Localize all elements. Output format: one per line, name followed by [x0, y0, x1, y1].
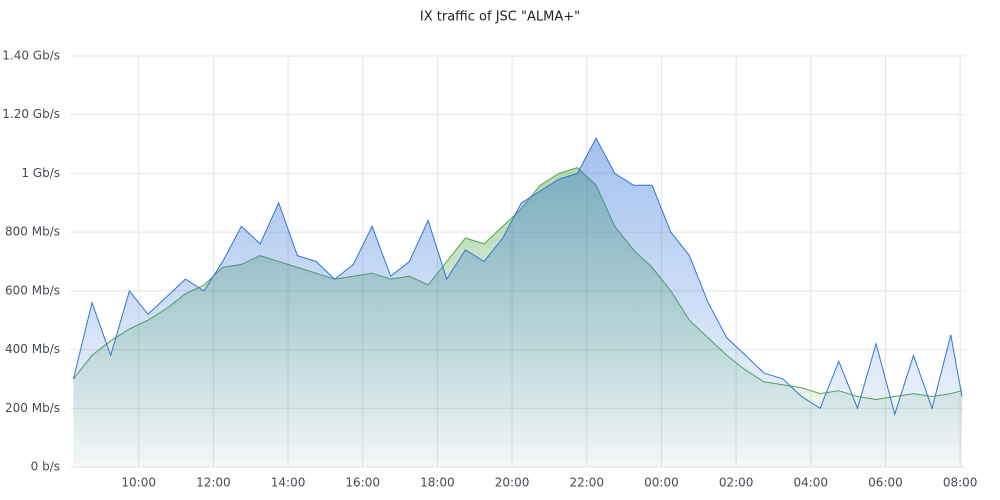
- x-tick-label: 10:00: [121, 476, 156, 490]
- x-tick-label: 18:00: [420, 476, 455, 490]
- x-tick-label: 00:00: [644, 476, 679, 490]
- x-tick-label: 14:00: [271, 476, 306, 490]
- y-tick-label: 1.20 Gb/s: [2, 107, 60, 121]
- y-tick-label: 800 Mb/s: [5, 225, 60, 239]
- y-tick-label: 1 Gb/s: [21, 166, 60, 180]
- y-tick-label: 200 Mb/s: [5, 401, 60, 415]
- chart-title: IX traffic of JSC "ALMA+": [420, 10, 580, 25]
- x-tick-label: 20:00: [495, 476, 530, 490]
- x-tick-label: 08:00: [943, 476, 978, 490]
- x-tick-label: 12:00: [196, 476, 231, 490]
- y-tick-label: 0 b/s: [31, 460, 60, 474]
- y-tick-label: 1.40 Gb/s: [2, 49, 60, 63]
- x-tick-label: 22:00: [569, 476, 604, 490]
- x-tick-label: 04:00: [793, 476, 828, 490]
- series-line: [72, 137, 963, 416]
- x-tick-label: 16:00: [345, 476, 380, 490]
- y-tick-label: 400 Mb/s: [5, 342, 60, 356]
- series-area: [73, 138, 962, 467]
- x-tick-label: 06:00: [868, 476, 903, 490]
- x-tick-label: 02:00: [719, 476, 754, 490]
- y-tick-label: 600 Mb/s: [5, 283, 60, 297]
